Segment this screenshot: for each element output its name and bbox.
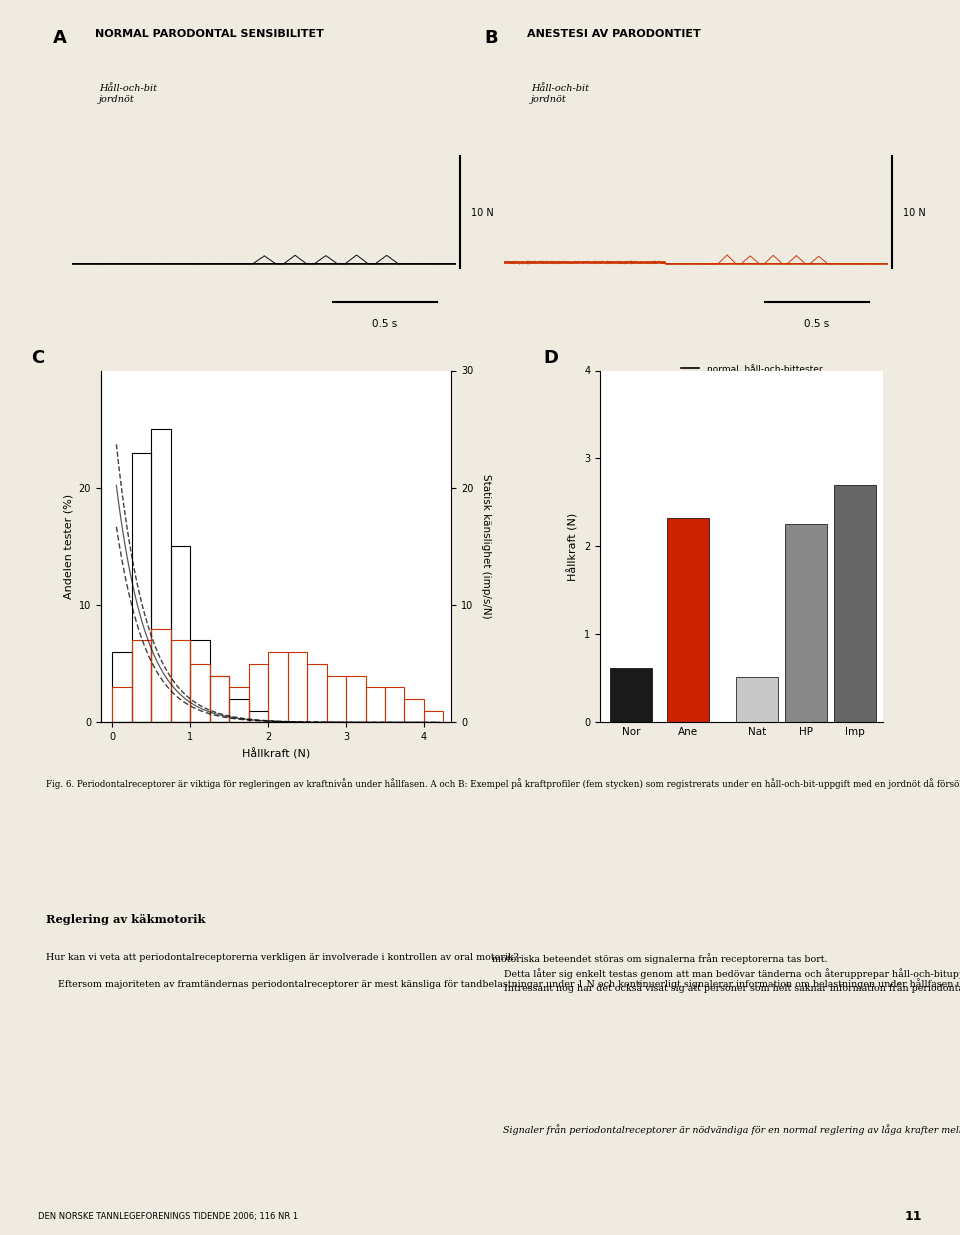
Legend: normal, håll-och-bittester, anestesi, håll-och-bittester: normal, håll-och-bittester, anestesi, hå… [678,361,832,390]
Bar [667,519,709,722]
Bar [190,664,210,722]
Bar [307,664,326,722]
Bar [210,676,229,722]
Bar [229,687,249,722]
Bar [112,652,132,722]
Text: ANESTESI AV PARODONTIET: ANESTESI AV PARODONTIET [527,30,701,40]
Bar [171,641,190,722]
Bar [249,711,268,722]
Text: D: D [543,350,559,367]
Bar [229,699,249,722]
Bar [171,546,190,722]
Text: 10 N: 10 N [471,207,494,217]
Y-axis label: Statisk känslighet (imp/s/N): Statisk känslighet (imp/s/N) [481,474,492,619]
Text: 11: 11 [904,1210,922,1223]
Bar [784,525,828,722]
Bar [833,485,876,722]
Text: A: A [53,30,66,47]
Text: 0.5 s: 0.5 s [372,319,397,329]
Text: C: C [31,350,44,367]
Text: Håll-och-bit
jordnöt: Håll-och-bit jordnöt [99,84,156,104]
Text: NORMAL PARODONTAL SENSIBILITET: NORMAL PARODONTAL SENSIBILITET [95,30,324,40]
Bar [190,641,210,722]
Text: DEN NORSKE TANNLEGEFORENINGS TIDENDE 2006; 116 NR 1: DEN NORSKE TANNLEGEFORENINGS TIDENDE 200… [38,1212,299,1221]
Text: Håll-och-bit
jordnöt: Håll-och-bit jordnöt [531,84,588,104]
Bar [152,629,171,722]
Text: motoriska beteendet störas om signalerna från receptorerna tas bort.
    Detta l: motoriska beteendet störas om signalerna… [492,953,960,993]
X-axis label: Hållkraft (N): Hållkraft (N) [242,747,310,760]
Bar [132,453,152,722]
Text: Signaler från periodontalreceptorer är nödvändiga för en normal reglering av låg: Signaler från periodontalreceptorer är n… [502,1124,960,1135]
Bar [112,687,132,722]
Text: Hur kan vi veta att periodontalreceptorerna verkligen är involverade i kontrolle: Hur kan vi veta att periodontalreceptore… [46,953,960,989]
Bar [326,676,346,722]
Bar [610,668,652,722]
Bar [268,652,288,722]
Text: Fig. 6. Periodontalreceptorer är viktiga för regleringen av kraftnivån under hål: Fig. 6. Periodontalreceptorer är viktiga… [46,778,960,789]
Text: Reglering av käkmotorik: Reglering av käkmotorik [46,914,205,925]
Bar [210,676,229,722]
Bar [424,711,444,722]
Bar [152,430,171,722]
Y-axis label: Hållkraft (N): Hållkraft (N) [567,513,579,580]
Text: 10 N: 10 N [903,207,926,217]
Bar [346,676,366,722]
Bar [385,687,404,722]
Text: B: B [485,30,498,47]
Bar [404,699,424,722]
Y-axis label: Andelen tester (%): Andelen tester (%) [63,494,73,599]
Bar [736,677,779,722]
Bar [288,652,307,722]
Bar [249,664,268,722]
Bar [366,687,385,722]
Bar [132,641,152,722]
Text: 0.5 s: 0.5 s [804,319,829,329]
